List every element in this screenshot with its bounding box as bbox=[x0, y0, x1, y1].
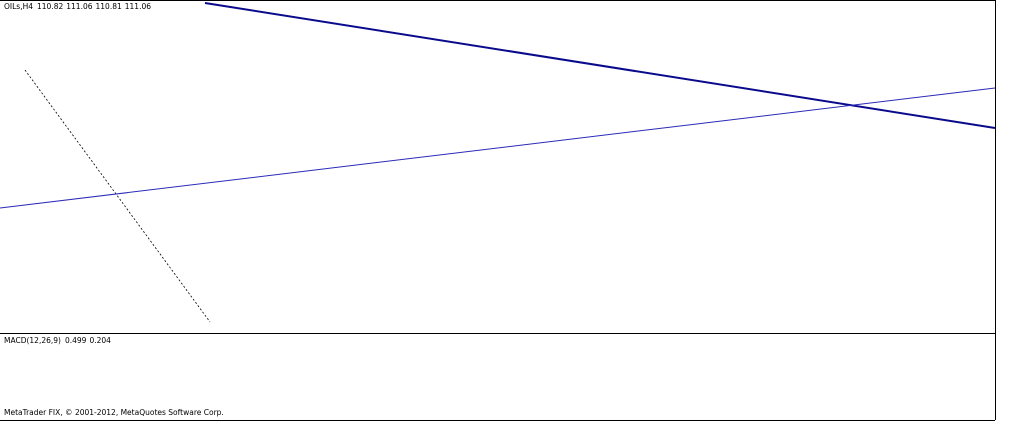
header-value: 110.82 bbox=[37, 2, 63, 11]
fib-diagonal bbox=[24, 69, 211, 323]
trendline bbox=[204, 2, 996, 129]
footer: MetaTrader FIX, © 2001-2012, MetaQuotes … bbox=[4, 408, 224, 417]
macd-header: MACD(12,26,9) 0.499 0.204 bbox=[4, 336, 111, 345]
axes bbox=[0, 0, 996, 421]
header-value: 111.06 bbox=[66, 2, 92, 11]
header-value: 0.204 bbox=[89, 336, 111, 345]
header-value: 111.06 bbox=[125, 2, 151, 11]
trendline bbox=[0, 87, 996, 209]
header-value: 0.499 bbox=[65, 336, 87, 345]
symbol: OILs,H4 bbox=[4, 2, 33, 11]
chart-header: OILs,H4 110.82 111.06 110.81 111.06 bbox=[4, 2, 151, 11]
header-value: 110.81 bbox=[96, 2, 122, 11]
macd-title: MACD(12,26,9) bbox=[4, 336, 61, 345]
